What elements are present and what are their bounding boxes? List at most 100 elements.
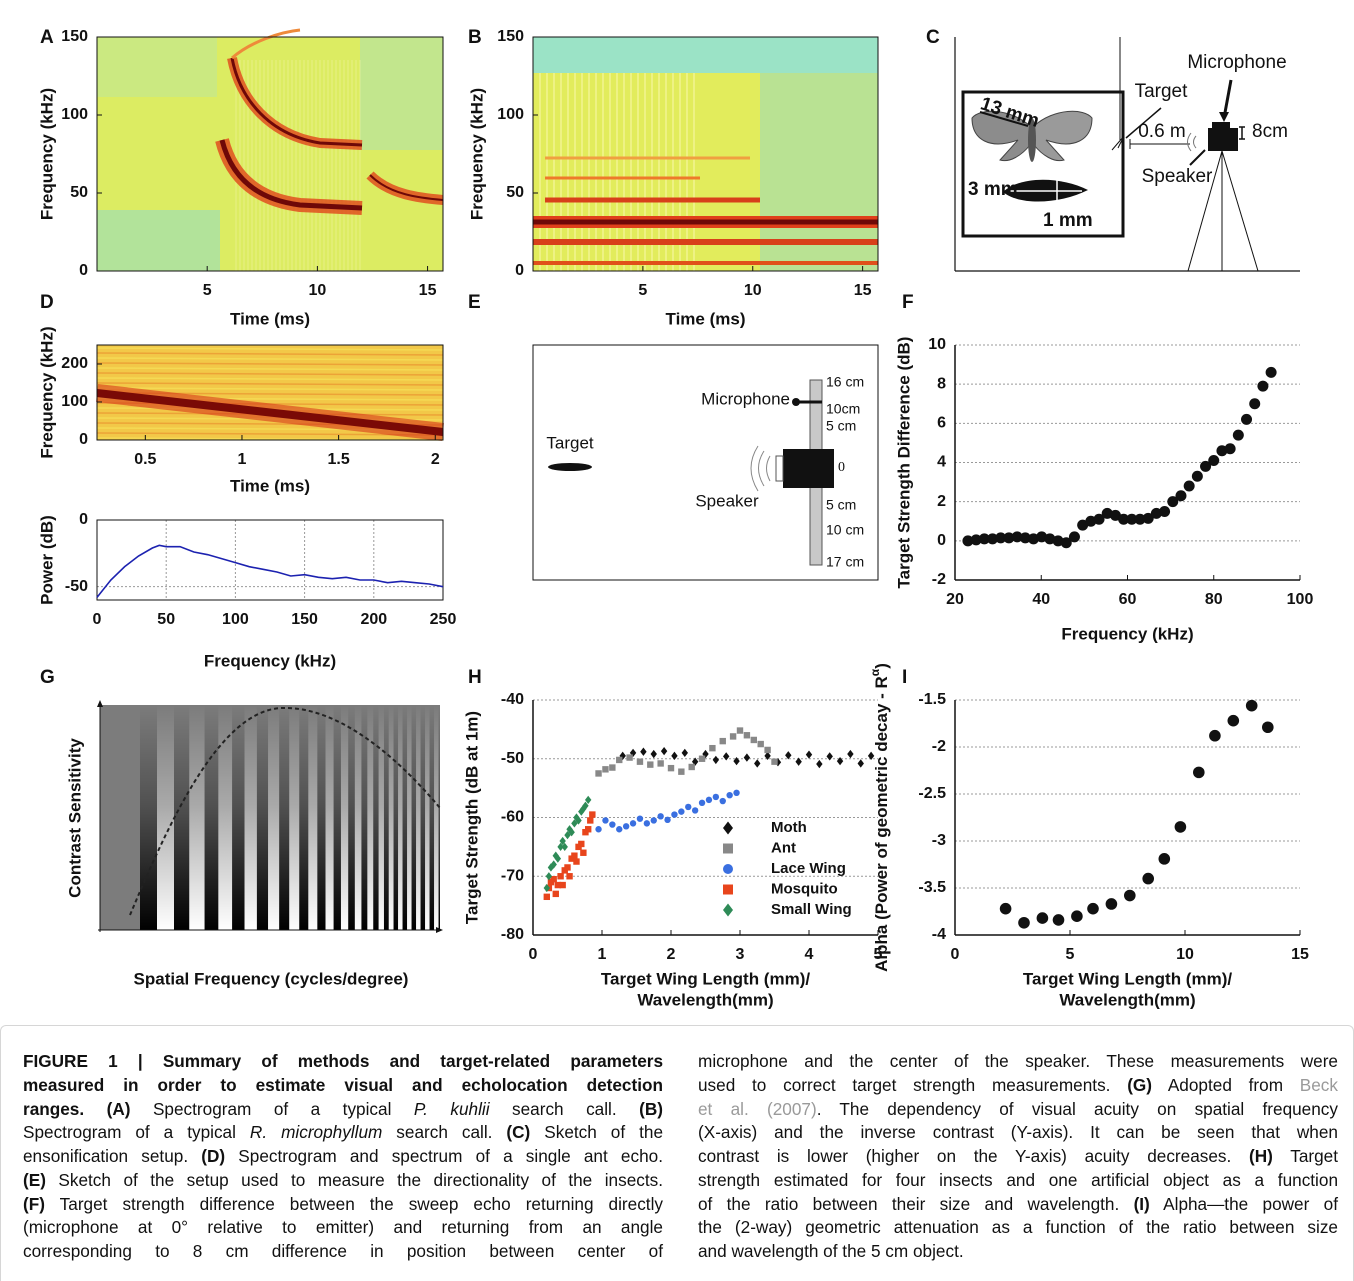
point [733, 789, 740, 797]
point [589, 811, 596, 818]
point [1068, 531, 1080, 543]
legend-marker [723, 903, 733, 917]
point [1200, 460, 1212, 472]
point [550, 875, 557, 883]
point [559, 836, 566, 846]
legend-label: Lace Wing [771, 860, 846, 877]
x-axis-label: Target Wing Length (mm)/ [601, 969, 810, 988]
point [595, 826, 602, 833]
grating-bar [140, 705, 157, 930]
diagram-label: Target [546, 433, 594, 452]
point [602, 817, 609, 824]
grating-bar [425, 705, 430, 930]
point [1257, 380, 1269, 392]
caption-line: et al. (2007). The dependency of visual … [698, 1098, 1338, 1122]
legend-label: Moth [771, 819, 807, 836]
citation-link[interactable]: et al. (2007) [698, 1098, 817, 1119]
panel-letter: F [902, 292, 914, 313]
point [764, 746, 771, 754]
caption-line: ranges. (A) Spectrogram of a typical P. … [23, 1098, 663, 1122]
caption-text: ensonification setup. [23, 1146, 202, 1166]
y-axis-label: Frequency (kHz) [467, 88, 486, 220]
point [622, 823, 630, 830]
point [999, 902, 1012, 915]
y-tick-label: 150 [497, 28, 524, 45]
point [557, 842, 564, 852]
point [1060, 537, 1072, 549]
grating-bar [232, 705, 245, 930]
grating-bar [174, 705, 190, 930]
point [1193, 766, 1205, 779]
point [709, 744, 716, 752]
grating-bar [429, 705, 435, 930]
point [987, 533, 999, 545]
spectrogram-image [96, 387, 444, 391]
caption: FIGURE 1 | Summary of methods and target… [0, 1025, 1354, 1281]
x-tick-label: 15 [854, 282, 872, 299]
point [1052, 914, 1065, 926]
y-axis-label: Contrast Sensitivity [65, 738, 84, 898]
x-tick-label: 40 [1032, 591, 1050, 608]
grating-bar [354, 705, 362, 930]
y-tick-label: -60 [501, 809, 524, 826]
spectrogram-image [96, 389, 444, 436]
legend-marker [723, 821, 733, 835]
point [1191, 470, 1203, 482]
point [743, 753, 751, 762]
x-tick-label: 80 [1205, 591, 1223, 608]
y-axis-label: Frequency (kHz) [37, 326, 56, 458]
figure: A B C D E F G H I Microphone Target 0.6 … [37, 27, 1313, 1009]
point [1126, 513, 1138, 525]
grating-bar [388, 705, 394, 930]
point [771, 758, 778, 765]
caption-text: ranges. (A) [23, 1098, 131, 1119]
diagram-label: 16 cm [826, 374, 864, 390]
caption-line: the (2-way) geometric attenuation as a f… [698, 1216, 1338, 1240]
point [1018, 916, 1030, 929]
point [1245, 699, 1258, 712]
caption-text: Sketch of the setup used to measure the … [45, 1169, 663, 1190]
caption-text: contrast is lower (higher on the Y-axis)… [698, 1146, 1249, 1166]
point [1167, 496, 1179, 508]
legend-label: Ant [771, 839, 796, 856]
caption-text: Target strength difference between the s… [44, 1193, 663, 1214]
x-tick-label: 100 [222, 611, 249, 628]
point [785, 751, 792, 760]
point [712, 755, 720, 765]
plot-frame [96, 36, 444, 272]
y-tick-label: 0 [515, 262, 524, 279]
point [719, 737, 726, 745]
citation-link[interactable]: Beck [1299, 1074, 1338, 1095]
caption-text: (I) [1133, 1193, 1150, 1214]
panel-letter: H [468, 667, 482, 688]
point [1159, 505, 1171, 517]
point [678, 768, 685, 775]
point [552, 890, 559, 898]
point [1087, 902, 1099, 915]
x-tick-label: 0 [951, 946, 960, 963]
point [657, 813, 664, 820]
point [1036, 531, 1048, 543]
x-tick-label: 200 [360, 611, 387, 628]
y-tick-label: 0 [79, 431, 88, 448]
point [1052, 535, 1064, 547]
point [671, 811, 678, 818]
x-tick-label: 15 [419, 282, 437, 299]
caption-text: Spectrogram of a typical [130, 1098, 414, 1119]
y-tick-label: 50 [70, 184, 88, 201]
grating-bar [367, 705, 374, 930]
caption-line: and wavelength of the 5 cm object. [698, 1240, 1338, 1264]
point [657, 760, 664, 767]
spectrogram-image [97, 210, 220, 271]
point [1109, 509, 1121, 521]
x-tick-label: 0 [529, 946, 538, 963]
y-tick-label: -50 [65, 578, 88, 595]
point [616, 756, 623, 764]
grating-bar [256, 705, 269, 930]
point [698, 755, 706, 762]
x-tick-label: 4 [805, 946, 814, 963]
point [750, 736, 757, 744]
caption-text: corresponding to 8 cm difference in posi… [23, 1241, 663, 1261]
legend-label: Mosquito [771, 880, 838, 897]
point [559, 881, 566, 889]
